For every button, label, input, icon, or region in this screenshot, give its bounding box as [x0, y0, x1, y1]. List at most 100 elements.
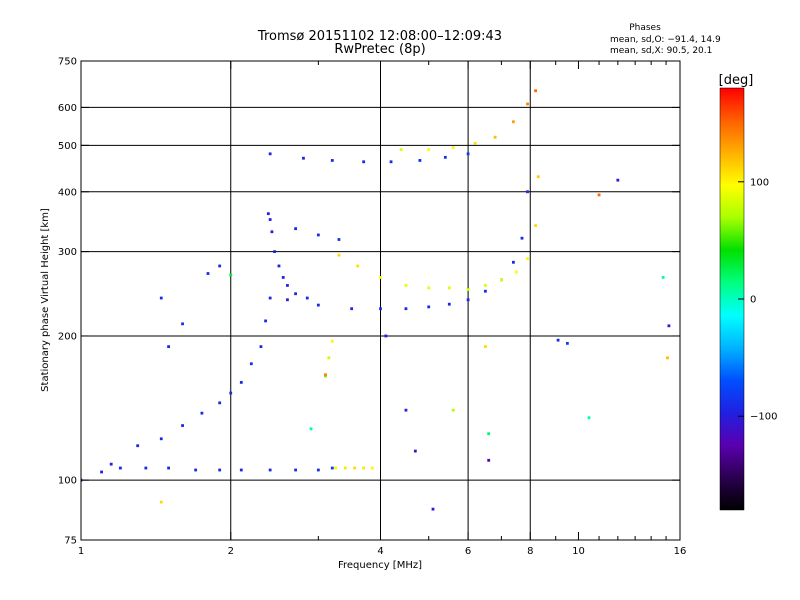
data-point	[294, 468, 297, 472]
data-point	[534, 89, 537, 93]
data-point	[159, 437, 163, 441]
data-point	[286, 284, 289, 287]
data-point	[487, 458, 491, 462]
x-axis-label: Frequency [MHz]	[338, 560, 422, 571]
axis-ticks	[80, 60, 681, 541]
data-point	[526, 102, 529, 106]
data-point	[343, 466, 347, 470]
colorbar-tick-label: −100	[750, 412, 777, 423]
data-point	[268, 296, 272, 300]
x-tick-label: 6	[465, 546, 471, 557]
data-point	[273, 250, 276, 254]
data-point	[404, 284, 408, 287]
phase-stats-o: mean, sd,O: −91.4, 14.9	[610, 35, 721, 45]
data-point	[483, 289, 487, 293]
data-point	[316, 468, 320, 472]
data-point	[353, 466, 357, 470]
data-point	[379, 276, 382, 279]
data-point	[362, 466, 366, 470]
data-point	[316, 303, 320, 307]
axis-tick-labels: 1 2 4 6 8 10 16 75 100 200 300 400 500 600 750	[58, 57, 686, 558]
data-point	[327, 356, 331, 360]
data-point	[427, 148, 431, 151]
data-point	[167, 345, 170, 349]
data-point	[587, 416, 591, 420]
data-point	[268, 218, 272, 221]
data-point	[167, 466, 170, 470]
y-tick-label: 400	[58, 187, 77, 198]
data-point	[404, 408, 408, 412]
data-point	[100, 470, 103, 474]
chart-title: Tromsø 20151102 12:08:00–12:09:43	[257, 29, 502, 44]
data-point	[181, 424, 184, 427]
data-point	[466, 152, 470, 156]
data-point	[324, 373, 327, 377]
data-point	[239, 468, 243, 472]
data-point	[118, 466, 122, 470]
x-tick-label: 2	[228, 546, 234, 557]
data-point	[451, 146, 455, 149]
y-tick-label: 300	[58, 247, 77, 258]
data-point	[194, 468, 198, 472]
data-point	[206, 272, 210, 275]
data-point	[229, 391, 233, 395]
data-point	[379, 307, 382, 311]
data-point	[362, 160, 366, 164]
data-point	[286, 298, 289, 302]
data-point	[512, 120, 515, 124]
data-point	[431, 507, 435, 511]
data-point	[413, 449, 417, 453]
data-point	[597, 193, 601, 197]
data-point	[316, 233, 320, 237]
data-point	[520, 236, 524, 240]
data-point	[277, 264, 281, 268]
data-point	[268, 468, 272, 472]
data-point	[443, 155, 447, 159]
data-point	[356, 264, 360, 268]
data-point	[350, 307, 354, 311]
data-point	[144, 466, 148, 470]
data-point	[239, 380, 243, 384]
data-point	[447, 302, 451, 306]
data-point	[667, 324, 671, 328]
data-point	[330, 159, 334, 162]
data-point	[370, 466, 374, 470]
phase-stats-title: Phases	[629, 23, 661, 33]
y-tick-label: 75	[64, 536, 77, 547]
data-point	[266, 212, 270, 216]
data-point	[404, 307, 408, 311]
y-tick-label: 100	[58, 476, 77, 487]
colorbar-tick-label: 100	[750, 177, 769, 188]
data-point	[536, 175, 540, 179]
data-point	[418, 159, 422, 162]
x-tick-label: 8	[527, 546, 533, 557]
y-tick-label: 500	[58, 141, 77, 152]
data-point	[466, 298, 470, 302]
data-point	[512, 260, 515, 264]
data-point	[483, 345, 487, 349]
data-point	[526, 257, 529, 261]
data-point	[281, 276, 285, 279]
data-point	[483, 284, 487, 287]
data-point	[264, 319, 267, 323]
data-point	[500, 278, 503, 282]
y-tick-label: 200	[58, 331, 77, 342]
data-point	[268, 152, 272, 156]
data-point	[309, 427, 313, 431]
data-point	[466, 288, 470, 291]
data-point	[218, 264, 222, 268]
data-point	[337, 253, 341, 257]
data-point	[218, 468, 222, 472]
x-tick-label: 16	[674, 546, 687, 557]
data-point	[451, 408, 455, 412]
y-tick-label: 750	[58, 57, 77, 68]
y-tick-label: 600	[58, 103, 77, 114]
data-point	[556, 338, 560, 342]
chart-subtitle: RwPretec (8p)	[334, 42, 425, 57]
data-point	[136, 444, 140, 448]
data-point	[473, 141, 477, 145]
data-point	[493, 135, 497, 139]
data-point	[330, 339, 334, 343]
data-point	[229, 273, 233, 277]
